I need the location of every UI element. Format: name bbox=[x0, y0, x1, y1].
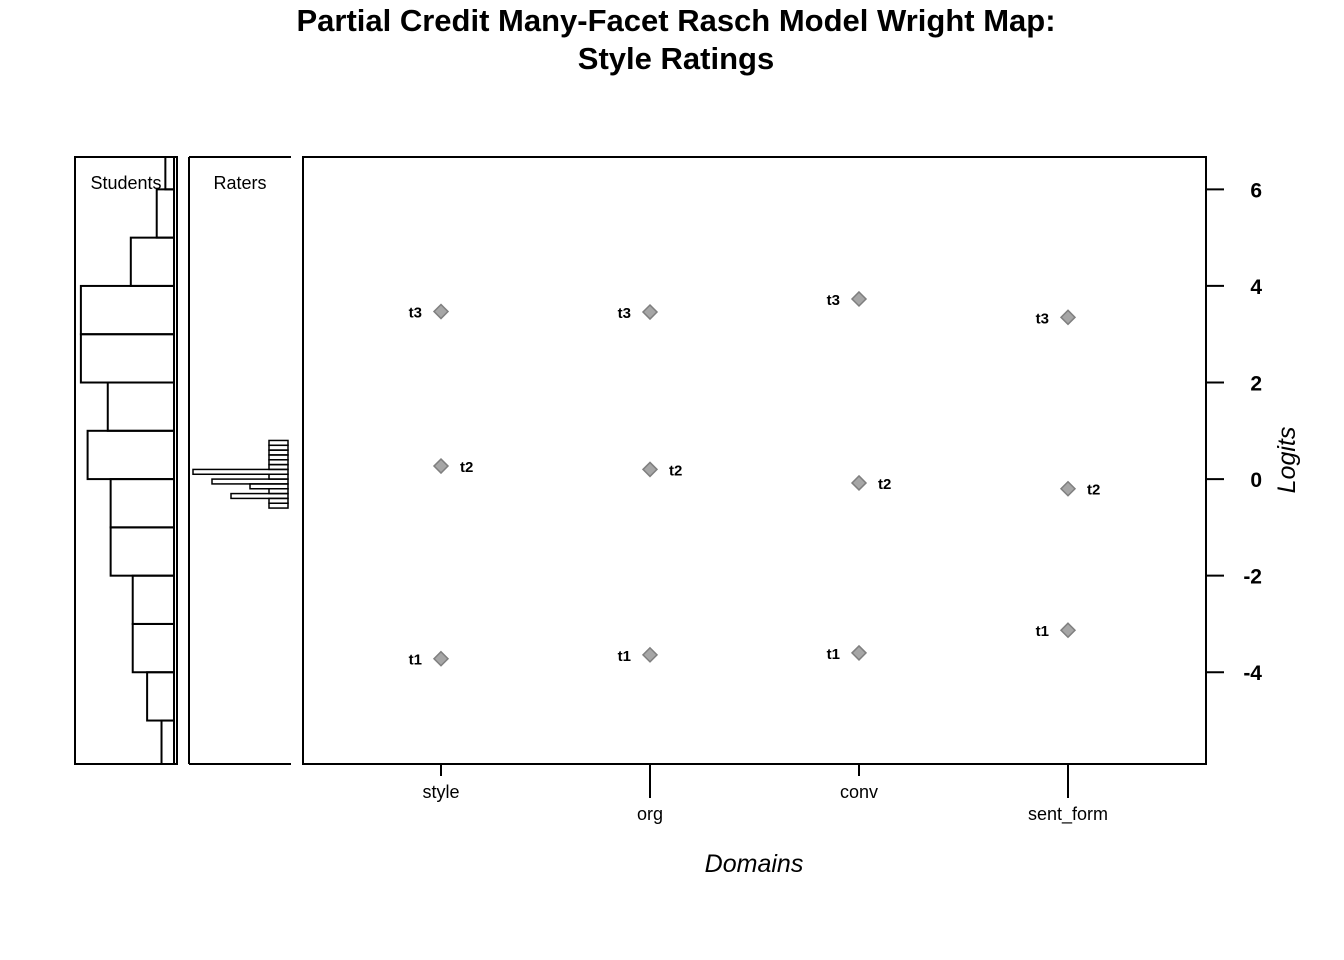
students-bar-12 bbox=[160, 719, 176, 765]
y-tick-label-2: 2 bbox=[1250, 373, 1262, 396]
point-t2-style bbox=[432, 457, 450, 475]
x-axis: style org conv sent_form bbox=[422, 764, 1108, 825]
students-bar-7 bbox=[109, 478, 175, 529]
y-tick-label-0: 6 bbox=[1250, 179, 1262, 202]
students-bar-3 bbox=[79, 284, 175, 336]
students-bar-5 bbox=[106, 381, 175, 432]
chart-title-line-2: Style Ratings bbox=[577, 41, 775, 76]
point-label-t1-org: t1 bbox=[618, 648, 631, 665]
y-tick-label-3: 0 bbox=[1250, 469, 1262, 492]
point-t3-sent_form bbox=[1059, 309, 1077, 326]
point-label-t2-org: t2 bbox=[669, 462, 682, 479]
students-panel: Students bbox=[74, 156, 178, 765]
students-bar-6 bbox=[86, 429, 175, 481]
y-axis: 6 4 2 0 -2 -4 bbox=[1206, 179, 1262, 685]
x-tick-label-conv: conv bbox=[840, 782, 878, 802]
x-tick-label-sent_form: sent_form bbox=[1028, 804, 1108, 825]
raters-bar-11 bbox=[230, 492, 289, 500]
students-bar-2 bbox=[129, 236, 176, 287]
students-bar-1 bbox=[155, 188, 176, 239]
raters-bar-6 bbox=[192, 468, 289, 476]
point-t1-conv bbox=[850, 644, 868, 661]
point-t3-style bbox=[432, 303, 450, 320]
x-tick-label-style: style bbox=[422, 782, 459, 802]
point-t3-org bbox=[641, 303, 659, 321]
students-bar-4 bbox=[79, 333, 175, 384]
point-label-t1-conv: t1 bbox=[827, 646, 840, 663]
point-label-t3-org: t3 bbox=[618, 305, 631, 322]
point-label-t1-style: t1 bbox=[409, 652, 422, 669]
point-t2-sent_form bbox=[1059, 480, 1077, 497]
chart-title-line-1: Partial Credit Many-Facet Rasch Model Wr… bbox=[296, 3, 1056, 38]
point-label-t2-style: t2 bbox=[460, 459, 473, 476]
students-panel-frame bbox=[74, 156, 178, 765]
main-plot-frame bbox=[302, 156, 1207, 765]
students-bar-8 bbox=[109, 526, 175, 577]
point-t1-sent_form bbox=[1059, 622, 1077, 639]
raters-panel-label: Raters bbox=[213, 173, 266, 193]
point-t1-org bbox=[641, 646, 659, 663]
point-label-t2-sent_form: t2 bbox=[1087, 482, 1100, 499]
students-panel-label: Students bbox=[90, 173, 161, 193]
y-tick-label-5: -4 bbox=[1243, 662, 1262, 685]
point-t1-style bbox=[432, 650, 450, 667]
point-t2-org bbox=[641, 461, 659, 478]
point-t2-conv bbox=[850, 474, 868, 492]
y-tick-label-1: 4 bbox=[1250, 276, 1262, 299]
y-axis-title: Logits bbox=[1273, 427, 1301, 494]
raters-panel: Raters bbox=[188, 156, 291, 765]
x-axis-title: Domains bbox=[705, 850, 804, 878]
x-tick-label-org: org bbox=[637, 804, 663, 824]
point-label-t3-style: t3 bbox=[409, 305, 422, 322]
students-bar-0 bbox=[164, 156, 176, 191]
students-bar-10 bbox=[131, 622, 175, 674]
point-label-t2-conv: t2 bbox=[878, 476, 891, 493]
students-bar-9 bbox=[131, 574, 175, 625]
point-label-t3-conv: t3 bbox=[827, 292, 840, 309]
threshold-points: t1 t1 t1 t1 t2 t2 t2 t2 t3 t3 t3 t3 bbox=[409, 290, 1100, 669]
raters-bar-13 bbox=[268, 502, 289, 509]
point-label-t3-sent_form: t3 bbox=[1036, 310, 1049, 327]
point-t3-conv bbox=[850, 290, 868, 308]
students-bar-11 bbox=[146, 671, 175, 722]
point-label-t1-sent_form: t1 bbox=[1036, 623, 1049, 640]
y-tick-label-4: -2 bbox=[1243, 566, 1262, 589]
